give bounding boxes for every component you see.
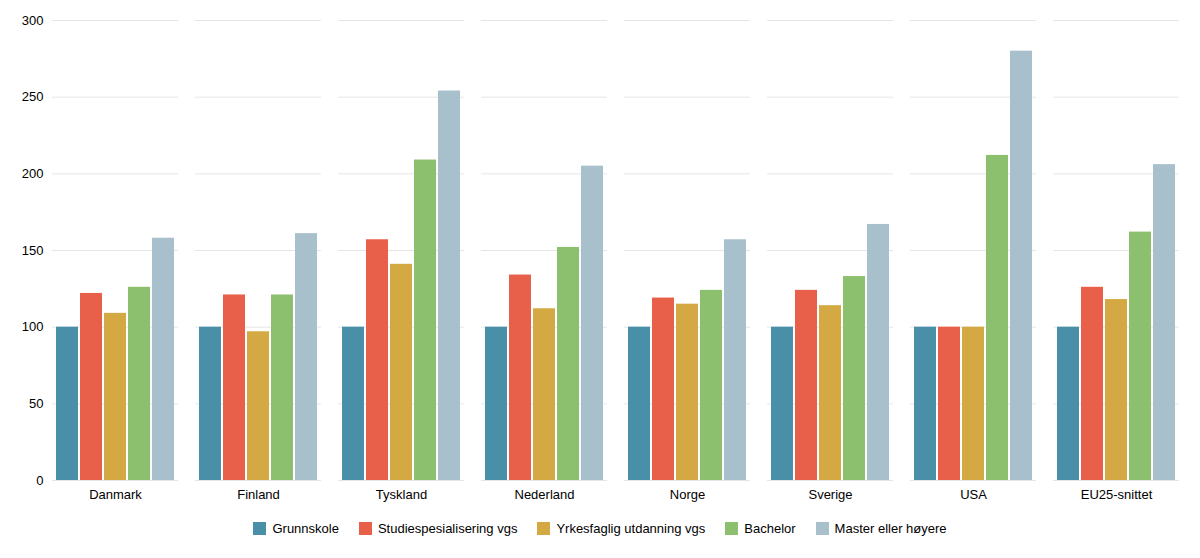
svg-text:50: 50 [29, 396, 43, 411]
html-text:Studiespesialisering vgs: Studiespesialisering vgs [377, 521, 518, 536]
svg-text:Tyskland: Tyskland [376, 487, 427, 502]
svg-text:Danmark: Danmark [89, 487, 142, 502]
html-text:Master eller høyere: Master eller høyere [834, 521, 947, 536]
svg-text:300: 300 [22, 13, 44, 28]
svg-text:200: 200 [22, 166, 44, 181]
svg-text:0: 0 [36, 473, 43, 488]
svg-text:150: 150 [22, 243, 44, 258]
svg-text:USA: USA [960, 487, 987, 502]
svg-text:Norge: Norge [670, 487, 705, 502]
svg-text:Finland: Finland [237, 487, 280, 502]
svg-text:EU25-snittet: EU25-snittet [1081, 487, 1153, 502]
svg-text:250: 250 [22, 89, 44, 104]
html-text:Grunnskole: Grunnskole [272, 521, 339, 536]
svg-text:Sverige: Sverige [808, 487, 852, 502]
svg-text:Nederland: Nederland [515, 487, 575, 502]
svg-text:100: 100 [22, 319, 44, 334]
html-text:Bachelor: Bachelor [744, 521, 796, 536]
html-text:Yrkesfaglig utdanning vgs: Yrkesfaglig utdanning vgs [556, 521, 706, 536]
